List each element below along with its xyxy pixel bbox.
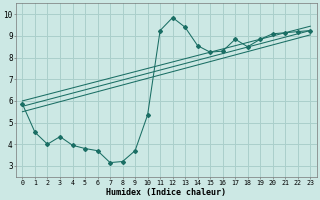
X-axis label: Humidex (Indice chaleur): Humidex (Indice chaleur) <box>106 188 226 197</box>
